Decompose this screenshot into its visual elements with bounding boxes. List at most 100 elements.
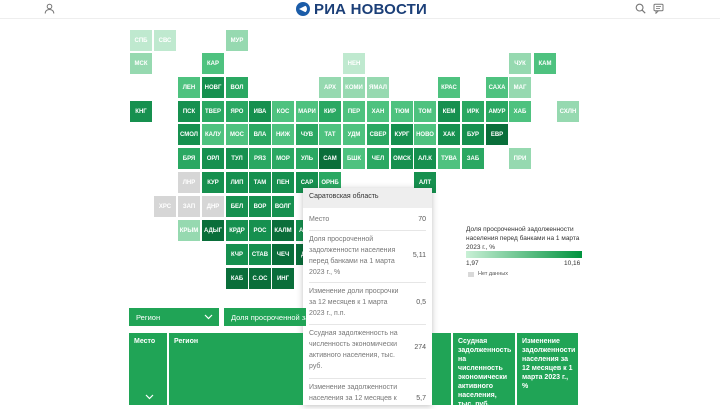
table-header-debt-change[interactable]: Изменение задолженности населения за 12 … [517, 333, 578, 405]
region-tile-пск[interactable]: ПСК [178, 101, 200, 122]
region-tile-чеч[interactable]: ЧЕЧ [272, 244, 294, 265]
region-tile-калм[interactable]: КАЛМ [272, 220, 294, 241]
region-tile-кнг[interactable]: КНГ [130, 101, 152, 122]
region-tile-крас[interactable]: КРАС [438, 77, 460, 98]
region-tile-уль[interactable]: УЛЬ [296, 148, 318, 169]
region-tile-орнб[interactable]: ОРНБ [319, 172, 341, 193]
region-tile-мор[interactable]: МОР [272, 148, 294, 169]
region-tile-хан[interactable]: ХАН [367, 101, 389, 122]
region-tile-днр[interactable]: ДНР [202, 196, 224, 217]
region-tile-бур[interactable]: БУР [462, 124, 484, 145]
region-tile-кчр[interactable]: КЧР [226, 244, 248, 265]
region-tile-хак[interactable]: ХАК [438, 124, 460, 145]
region-tile-зап[interactable]: ЗАП [178, 196, 200, 217]
region-tile-лен[interactable]: ЛЕН [178, 77, 200, 98]
region-tile-рос[interactable]: РОС [249, 220, 271, 241]
region-tile-ряз[interactable]: РЯЗ [249, 148, 271, 169]
region-tile-хрс[interactable]: ХРС [154, 196, 176, 217]
region-tile-кем[interactable]: КЕМ [438, 101, 460, 122]
region-tile-схлн[interactable]: СХЛН [557, 101, 579, 122]
region-tile-волг[interactable]: ВОЛГ [272, 196, 294, 217]
region-tile-чел[interactable]: ЧЕЛ [367, 148, 389, 169]
region-tile-лип[interactable]: ЛИП [226, 172, 248, 193]
region-tile-вор[interactable]: ВОР [249, 196, 271, 217]
region-tile-свс[interactable]: СВС [154, 30, 176, 51]
region-tile-евр[interactable]: ЕВР [486, 124, 508, 145]
region-tile-став[interactable]: СТАВ [249, 244, 271, 265]
region-tile-тува[interactable]: ТУВА [438, 148, 460, 169]
search-icon[interactable] [635, 3, 646, 17]
region-tile-коми[interactable]: КОМИ [343, 77, 365, 98]
region-tile-пен[interactable]: ПЕН [272, 172, 294, 193]
region-tile-ямал[interactable]: ЯМАЛ [367, 77, 389, 98]
region-tile-бел[interactable]: БЕЛ [226, 196, 248, 217]
region-tile-новг[interactable]: НОВГ [202, 77, 224, 98]
region-tile-сар[interactable]: САР [296, 172, 318, 193]
region-tile-адыг[interactable]: АДЫГ [202, 220, 224, 241]
region-select[interactable]: Регион [129, 308, 219, 326]
region-tile-каб[interactable]: КАБ [226, 268, 248, 289]
table-header-debt-per-capita[interactable]: Ссудная задолженность на численность эко… [453, 333, 515, 408]
region-tile-кур[interactable]: КУР [202, 172, 224, 193]
region-tile-там[interactable]: ТАМ [249, 172, 271, 193]
region-tile-бря[interactable]: БРЯ [178, 148, 200, 169]
region-tile-том[interactable]: ТОМ [414, 101, 436, 122]
region-tile-калу[interactable]: КАЛУ [202, 124, 224, 145]
region-tile-орл[interactable]: ОРЛ [202, 148, 224, 169]
user-icon[interactable] [44, 3, 55, 17]
region-tile-маг[interactable]: МАГ [509, 77, 531, 98]
region-tile-лнр[interactable]: ЛНР [178, 172, 200, 193]
region-tile-инг[interactable]: ИНГ [272, 268, 294, 289]
region-tile-пер[interactable]: ПЕР [343, 101, 365, 122]
region-tile-мск[interactable]: МСК [130, 53, 152, 74]
region-tile-саха[interactable]: САХА [486, 77, 508, 98]
region-tile-спб[interactable]: СПБ [130, 30, 152, 51]
region-tile-кир[interactable]: КИР [319, 101, 341, 122]
region-tile-чук[interactable]: ЧУК [509, 53, 531, 74]
region-tile-кос[interactable]: КОС [272, 101, 294, 122]
region-tile-ива[interactable]: ИВА [249, 101, 271, 122]
region-tile-яро[interactable]: ЯРО [226, 101, 248, 122]
region-tile-удм[interactable]: УДМ [343, 124, 365, 145]
region-tile-вла[interactable]: ВЛА [249, 124, 271, 145]
region-tile-чув[interactable]: ЧУВ [296, 124, 318, 145]
table-header-rank[interactable]: Место [129, 333, 167, 405]
region-tile-тат[interactable]: ТАТ [319, 124, 341, 145]
region-tile-свер[interactable]: СВЕР [367, 124, 389, 145]
chat-icon[interactable] [653, 3, 664, 17]
region-tile-тюм[interactable]: ТЮМ [391, 101, 413, 122]
metric-select[interactable]: Доля просроченной задолженности населени… [224, 308, 306, 326]
region-tile-смол[interactable]: СМОЛ [178, 124, 200, 145]
region-tile-заб[interactable]: ЗАБ [462, 148, 484, 169]
region-tile-бшк[interactable]: БШК [343, 148, 365, 169]
region-tile-сос[interactable]: С.ОС [249, 268, 271, 289]
region-tile-алт[interactable]: АЛТ [414, 172, 436, 193]
region-tile-амур[interactable]: АМУР [486, 101, 508, 122]
region-tile-нен[interactable]: НЕН [343, 53, 365, 74]
region-tile-ново[interactable]: НОВО [414, 124, 436, 145]
region-tile-кам[interactable]: КАМ [534, 53, 556, 74]
region-tile-сам[interactable]: САМ [319, 148, 341, 169]
region-tile-кург[interactable]: КУРГ [391, 124, 413, 145]
tooltip-title: Саратовская область [303, 188, 432, 208]
region-tile-тул[interactable]: ТУЛ [226, 148, 248, 169]
logo-text: РИА НОВОСТИ [314, 0, 428, 18]
region-tile-при[interactable]: ПРИ [509, 148, 531, 169]
region-tile-мур[interactable]: МУР [226, 30, 248, 51]
region-tile-твер[interactable]: ТВЕР [202, 101, 224, 122]
region-tile-крдр[interactable]: КРДР [226, 220, 248, 241]
region-tile-мари[interactable]: МАРИ [296, 101, 318, 122]
table-header-region[interactable]: Регион [169, 333, 303, 405]
region-tile-ирк[interactable]: ИРК [462, 101, 484, 122]
region-tile-ниж[interactable]: НИЖ [272, 124, 294, 145]
ria-logo[interactable]: РИА НОВОСТИ [296, 0, 428, 18]
region-tile-хаб[interactable]: ХАБ [509, 101, 531, 122]
region-tile-алк[interactable]: АЛ.К [414, 148, 436, 169]
region-tile-омск[interactable]: ОМСК [391, 148, 413, 169]
region-tile-крым[interactable]: КРЫМ [178, 220, 200, 241]
region-tile-мос[interactable]: МОС [226, 124, 248, 145]
region-tile-кар[interactable]: КАР [202, 53, 224, 74]
region-tile-вол[interactable]: ВОЛ [226, 77, 248, 98]
table-header-hidden-column[interactable] [432, 333, 451, 405]
region-tile-арх[interactable]: АРХ [319, 77, 341, 98]
